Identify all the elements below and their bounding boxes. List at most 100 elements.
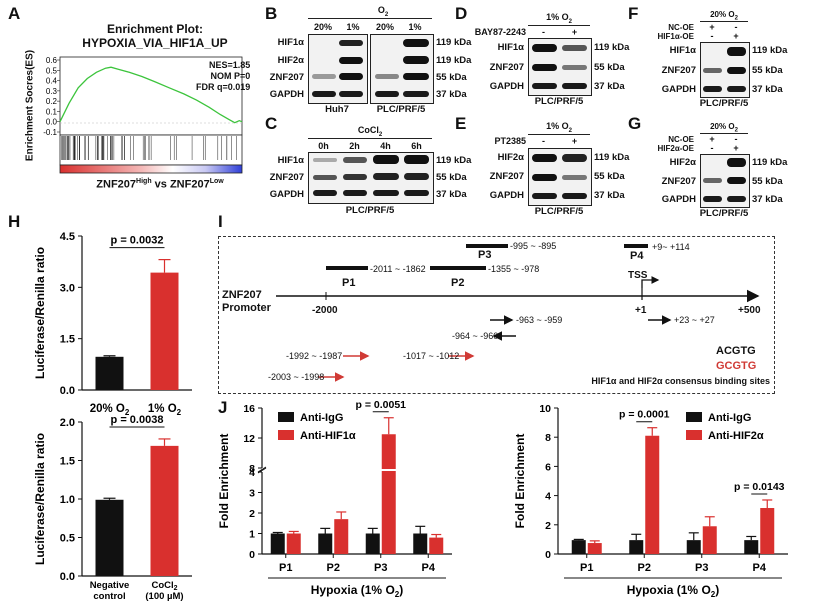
panel-label-d: D [455,4,468,23]
bar-Anti-IgG-P1 [571,540,586,554]
blotE-header: 1% O2 [546,121,572,134]
bar-0 [95,356,124,390]
blotE-header-line [528,134,590,135]
blotC-membrane [308,152,434,204]
panel-label-c: C [265,114,278,133]
blotC-cond-1: 0h [318,141,329,151]
blotD-kda-2: 55 kDa [594,62,625,73]
gsea-ytick-label: 0.4 [46,77,58,86]
band [532,83,557,89]
x-tick-label: P2 [327,562,340,574]
blotF-kda-3: 37 kDa [752,84,783,95]
blotE-kda-2: 55 kDa [594,171,625,182]
bar-Anti-HIF2α-P3 [702,526,717,554]
gsea-hit-lines [61,136,237,160]
bar-Anti-HIF2α-P1 [587,543,602,554]
blotF-sign1-2: - [734,22,738,32]
blotD-row-3: GAPDH [489,81,524,92]
x-tick-label: 20% O2 [90,403,130,417]
gsea-title-line2: HYPOXIA_VIA_HIF1A_UP [82,36,228,50]
blotB-row-4: GAPDH [269,89,304,100]
bar-Anti-HIF1α-P2 [334,519,349,554]
region-p2-range: -1355 ~ -978 [488,264,540,274]
region-p4-name: P4 [630,250,644,262]
band [404,173,429,180]
blotC-row-3: GAPDH [269,189,304,200]
x-tick-label: P3 [695,562,708,574]
blotD-membrane [528,38,592,96]
bar-Anti-IgG-P3 [686,540,701,554]
band [403,91,429,97]
region-p1-range: -2011 ~ -1862 [370,264,426,274]
blotB-row-3: ZNF207 [269,72,304,83]
axis-label-plus1: +1 [635,305,647,316]
blotB-kda-1: 119 kDa [436,37,472,48]
blotF-kda-1: 119 kDa [752,45,788,56]
site-red-1: -1992 ~ -1987 [286,351,343,361]
pvalue-label: p = 0.0038 [111,414,164,426]
band [373,190,399,196]
blotC-row-2: ZNF207 [269,172,304,183]
region-p4-range: +9~ +114 [652,242,690,252]
band [375,91,399,97]
band [727,67,746,74]
blotD-sign-2: + [571,27,578,37]
y-tick-label: 12 [243,433,255,445]
band [727,177,746,184]
blotG-treat1: NC-OE [668,135,694,144]
blotE-row-3: GAPDH [489,190,524,201]
legend-swatch [278,430,294,440]
tss-arrow [641,276,660,288]
bar-Anti-IgG-P4 [744,540,759,554]
legend-gcgtg: GCGTG [716,360,757,372]
blotD-header-line [528,25,590,26]
site-black-2: -964 ~ -960 [452,331,499,341]
axis-label-minus2000: -2000 [312,305,338,316]
region-p1-bar [326,266,368,270]
y-tick-label: 8 [545,432,551,444]
y-tick-label: 0.0 [60,571,75,583]
blotE-sign-1: - [542,136,545,146]
region-p2-name: P2 [451,277,465,289]
blotC-header-line [308,138,432,139]
blotD-kda-1: 119 kDa [594,42,630,53]
panel-label-b: B [265,4,278,23]
band [562,65,587,70]
band [562,83,587,89]
tss-label: TSS [628,270,648,281]
blotB-cond-2: 1% [346,22,360,32]
band [313,175,337,180]
blotE-cell: PLC/PRF/5 [534,206,584,217]
blotG-sign1-2: - [734,134,738,144]
blotF-treat1: NC-OE [668,23,694,32]
blotF-kda-2: 55 kDa [752,65,783,76]
blotE-membrane [528,148,592,206]
y-tick-label: 10 [539,403,551,415]
band [312,91,336,97]
band [532,193,557,199]
h-bottom-chart: 0.0 0.5 1.0 1.5 2.0 Luciferase/Renilla ratio p… [33,414,192,602]
gsea-stats: NES=1.85 NOM P=0 FDR q=0.019 [196,60,250,93]
legend-label: Anti-IgG [708,412,751,424]
blotG-sign1-1: + [709,134,715,144]
bar-Anti-IgG-P2 [318,533,333,554]
x-tick-label: control [93,591,125,602]
region-p3-range: -995 ~ -895 [510,241,557,251]
promoter-label: ZNF207 Promoter [222,289,271,314]
blotG-kda-1: 119 kDa [752,157,788,168]
blotD-treatment: BAY87-2243 [474,27,526,37]
site-black-3: +23 ~ +27 [674,315,715,325]
band [403,56,429,64]
band [532,44,557,52]
blotG-membrane [700,154,750,208]
x-tick-label: P4 [422,562,436,574]
band [313,158,337,162]
blotC-header: CoCl2 [357,125,383,138]
y-tick-label: 4 [249,467,255,479]
y-tick-label: 6 [545,461,551,473]
band [343,174,367,180]
legend-label: Anti-HIF2α [708,430,764,442]
blotG-header: 20% O2 [710,122,738,134]
bar-Anti-IgG-P1 [270,533,285,554]
y-tick-label: 2 [545,520,551,532]
